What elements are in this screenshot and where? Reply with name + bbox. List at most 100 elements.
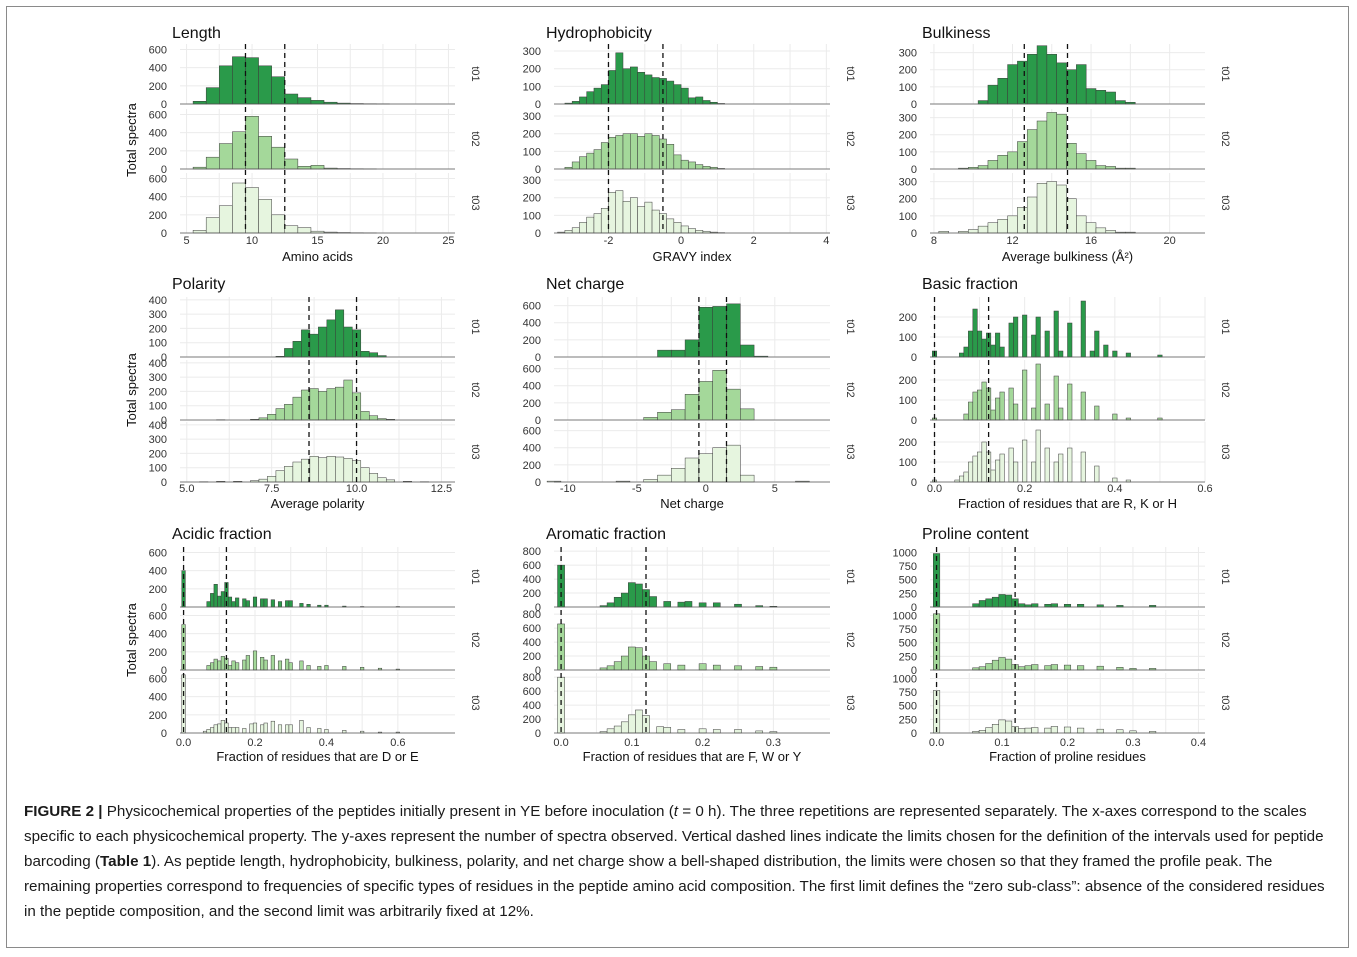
histogram-bar bbox=[677, 601, 686, 608]
x-axis-title: Amino acids bbox=[282, 249, 353, 264]
histogram-bar bbox=[1031, 664, 1039, 671]
histogram-bar bbox=[1022, 314, 1028, 358]
histogram-bar bbox=[606, 602, 615, 608]
histogram-bar bbox=[292, 341, 302, 358]
y-tick-label: 0 bbox=[535, 352, 541, 364]
facet-label-t03: t03 bbox=[1219, 444, 1231, 459]
y-tick-label: 200 bbox=[523, 651, 541, 663]
histogram-bar bbox=[740, 474, 755, 483]
panel-title: Bulkiness bbox=[922, 25, 990, 42]
histogram-bar bbox=[981, 381, 987, 421]
histogram-bar bbox=[608, 70, 616, 105]
histogram-bar bbox=[933, 553, 941, 608]
histogram-bar bbox=[985, 727, 993, 734]
histogram-bar bbox=[220, 656, 225, 671]
histogram-bar bbox=[258, 199, 272, 234]
histogram-bar bbox=[600, 142, 609, 170]
histogram-bar bbox=[277, 660, 283, 671]
facet-t01: 0 200 400 600 800 t01 bbox=[523, 546, 856, 614]
histogram-bar bbox=[606, 728, 615, 734]
histogram-bar bbox=[1035, 429, 1041, 483]
facet-label-t02: t02 bbox=[1219, 382, 1231, 397]
histogram-bar bbox=[1031, 727, 1039, 734]
histogram-bar bbox=[657, 412, 672, 421]
histogram-bar bbox=[579, 222, 587, 234]
y-tick-label: 0 bbox=[161, 228, 167, 240]
histogram-bar bbox=[1076, 215, 1087, 234]
histogram-bar bbox=[649, 596, 657, 608]
caption-table-link[interactable]: Table 1 bbox=[99, 853, 152, 870]
facet-label-t02: t02 bbox=[844, 632, 856, 647]
y-tick-label: 400 bbox=[149, 192, 167, 204]
chart-panel-acidic-fraction: Acidic fraction 0 200 400 600 t01 0 200 400 600 t0… bbox=[149, 526, 481, 764]
histogram-bar bbox=[644, 133, 653, 170]
y-tick-label: 300 bbox=[523, 111, 541, 123]
x-tick-label: 16 bbox=[1085, 235, 1097, 247]
y-tick-label: 300 bbox=[149, 434, 167, 446]
histogram-bar bbox=[213, 724, 218, 734]
histogram-bar bbox=[206, 665, 211, 671]
y-tick-label: 200 bbox=[523, 64, 541, 76]
histogram-bar bbox=[959, 352, 965, 358]
x-tick-label: -10 bbox=[560, 483, 576, 495]
histogram-bar bbox=[1077, 727, 1085, 734]
histogram-bar bbox=[571, 227, 580, 234]
histogram-bar bbox=[608, 192, 616, 234]
histogram-bar bbox=[987, 84, 999, 105]
y-tick-label: 100 bbox=[523, 81, 541, 93]
histogram-bar bbox=[972, 308, 978, 358]
histogram-bar bbox=[258, 136, 272, 170]
y-tick-label: 0 bbox=[911, 665, 917, 677]
histogram-bar bbox=[991, 596, 1000, 608]
histogram-bar bbox=[231, 660, 236, 671]
y-tick-label: 600 bbox=[149, 547, 167, 559]
y-tick-label: 200 bbox=[523, 460, 541, 472]
histogram-bar bbox=[206, 601, 211, 608]
histogram-bar bbox=[615, 135, 624, 170]
y-tick-label: 200 bbox=[899, 130, 917, 142]
histogram-bar bbox=[326, 319, 336, 358]
y-tick-label: 200 bbox=[149, 146, 167, 158]
caption-text-2: = 0 h). The three repetitions are repres… bbox=[24, 803, 1324, 870]
histogram-bar bbox=[726, 444, 741, 483]
histogram-bar bbox=[635, 583, 643, 608]
histogram-bar bbox=[651, 135, 660, 170]
x-tick-label: 0.4 bbox=[1191, 737, 1206, 749]
histogram-bar bbox=[998, 657, 1006, 671]
histogram-bar bbox=[245, 116, 259, 170]
y-tick-label: 600 bbox=[523, 560, 541, 572]
histogram-bar bbox=[712, 370, 727, 421]
histogram-bar bbox=[1050, 726, 1058, 734]
x-axis-title: Fraction of residues that are F, W or Y bbox=[583, 749, 802, 764]
x-tick-label: 12 bbox=[1006, 235, 1018, 247]
histogram-bar bbox=[666, 218, 675, 234]
histogram-bar bbox=[1008, 447, 1014, 483]
histogram-bar bbox=[1007, 64, 1018, 105]
histogram-bar bbox=[999, 346, 1005, 358]
histogram-bar bbox=[698, 663, 707, 671]
histogram-bar bbox=[663, 601, 672, 608]
y-tick-label: 0 bbox=[535, 415, 541, 427]
y-tick-label: 400 bbox=[523, 574, 541, 586]
histogram-bar bbox=[1026, 54, 1038, 105]
histogram-bar bbox=[1056, 62, 1067, 105]
facet-t03: 0 200 400 600 t03 bbox=[149, 673, 481, 740]
histogram-bar bbox=[249, 723, 254, 734]
caption-t-variable: t bbox=[673, 803, 679, 820]
y-tick-label: 0 bbox=[535, 164, 541, 176]
facet-label-t01: t01 bbox=[1219, 569, 1231, 584]
histogram-bar bbox=[695, 164, 704, 170]
histogram-bar bbox=[649, 661, 657, 671]
y-tick-label: 250 bbox=[899, 588, 917, 600]
histogram-bar bbox=[712, 664, 721, 671]
y-tick-label: 600 bbox=[523, 623, 541, 635]
histogram-bar bbox=[1044, 665, 1052, 671]
facet-t01: 0 200 400 600 t01 bbox=[149, 44, 481, 111]
histogram-bar bbox=[252, 722, 258, 734]
histogram-bar bbox=[335, 386, 345, 421]
histogram-bar bbox=[1044, 727, 1052, 734]
histogram-bar bbox=[285, 658, 290, 671]
histogram-bar bbox=[963, 413, 969, 421]
histogram-bar bbox=[1007, 215, 1018, 234]
histogram-bar bbox=[220, 591, 225, 608]
